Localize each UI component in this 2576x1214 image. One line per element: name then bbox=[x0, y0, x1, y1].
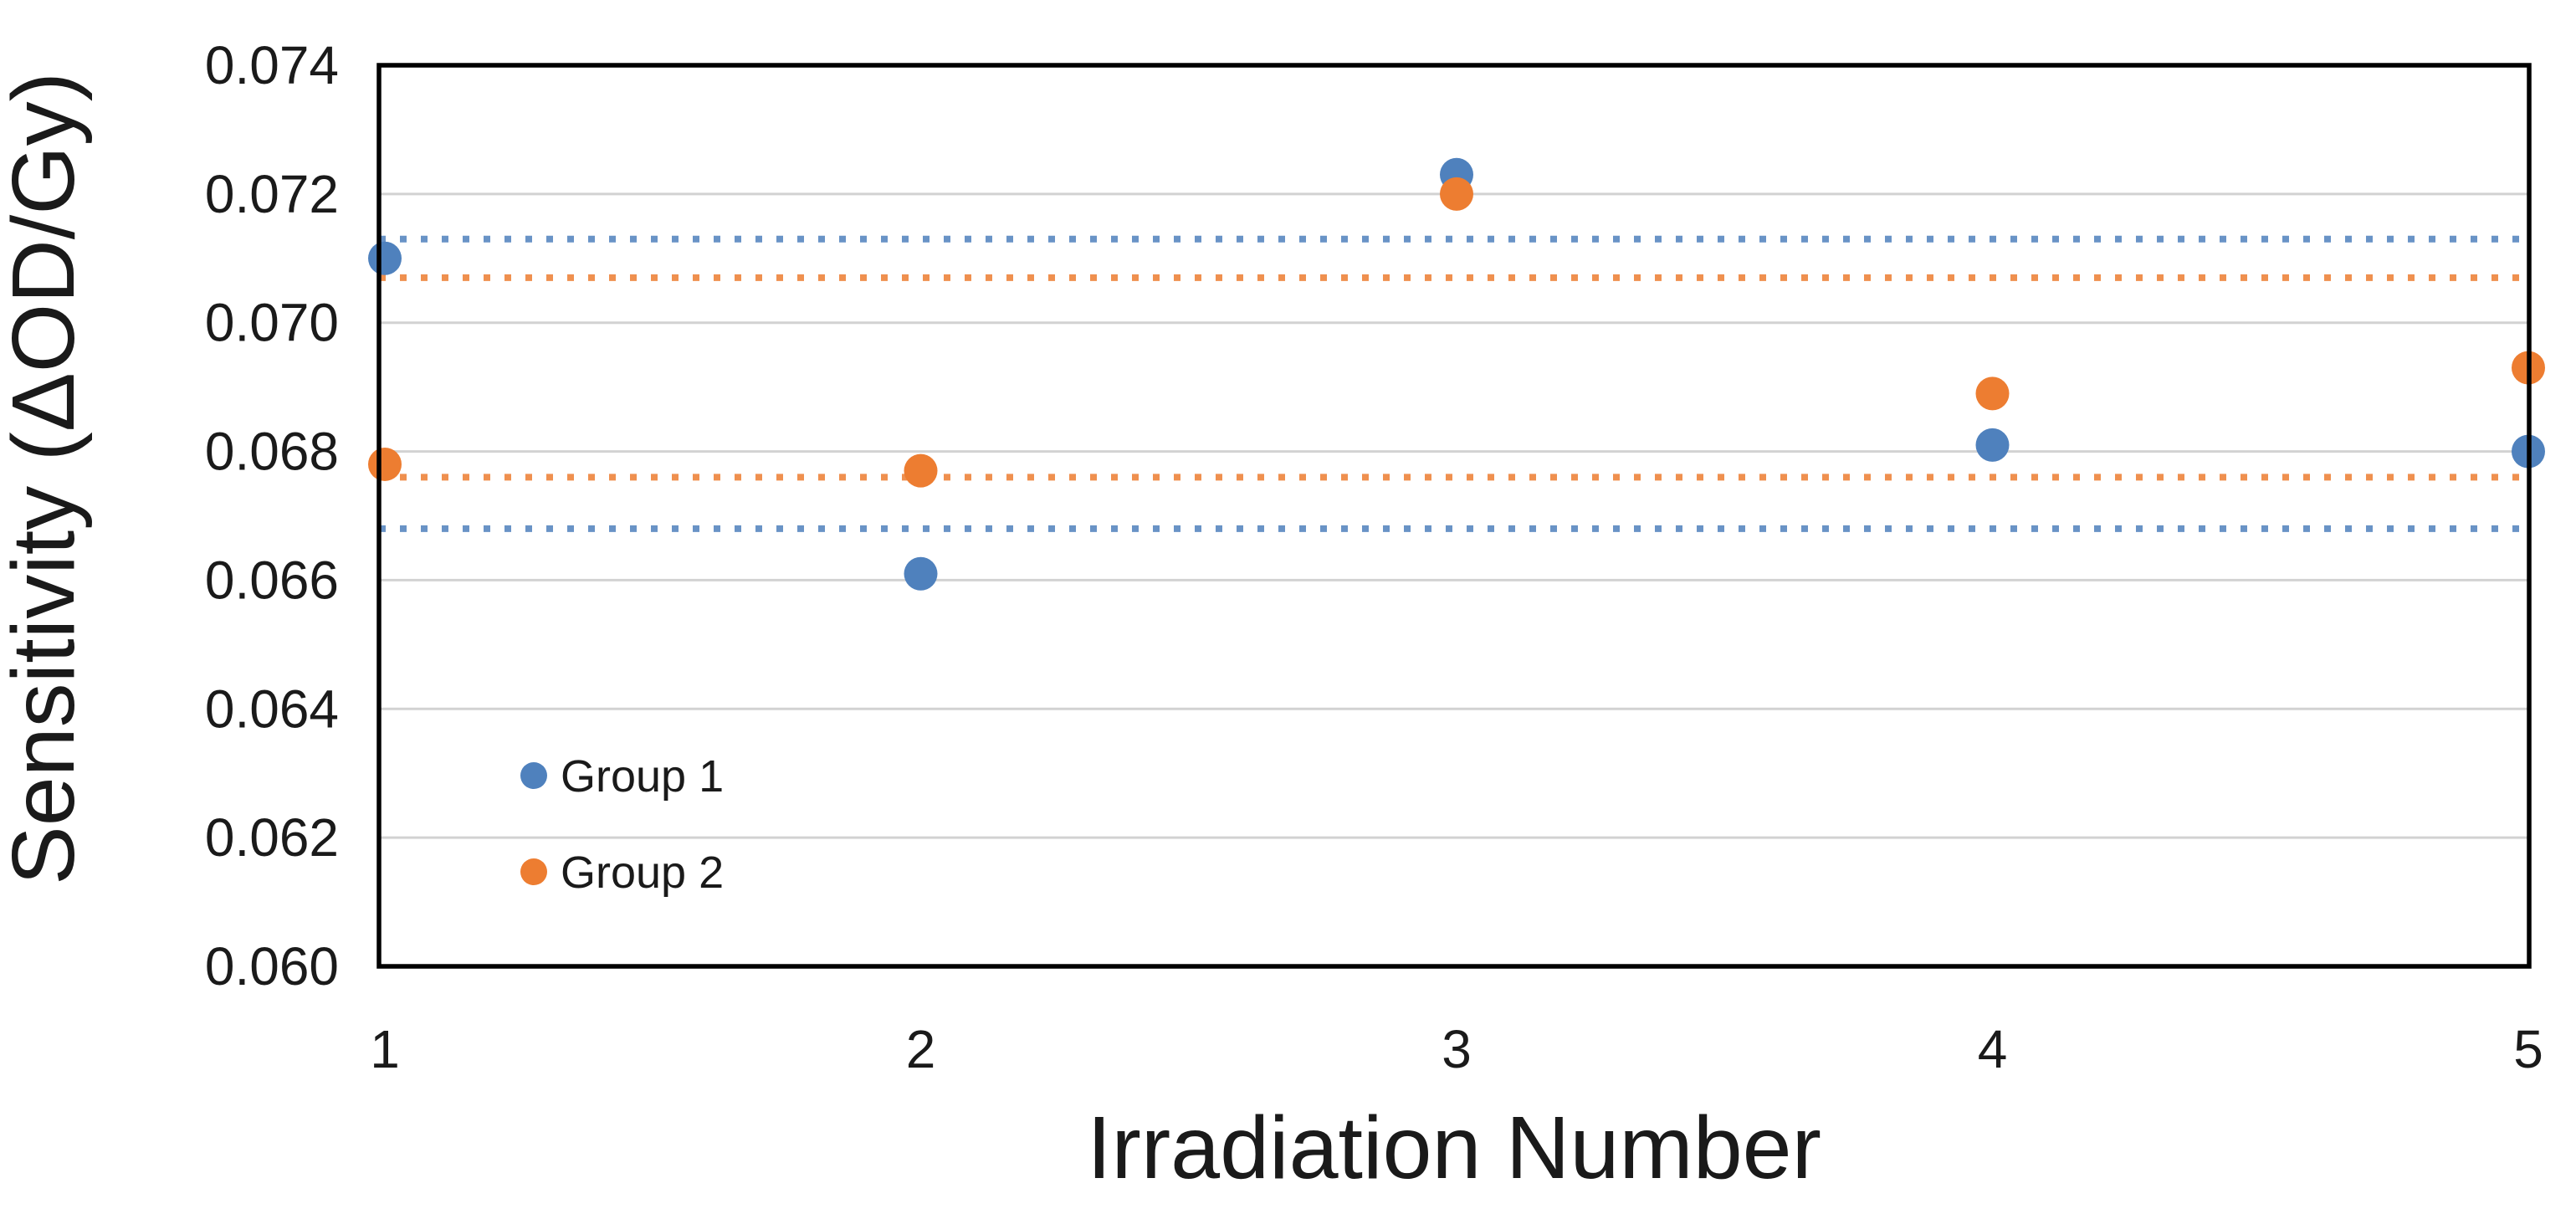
x-tick-label: 5 bbox=[2513, 1019, 2543, 1079]
legend-marker-group-1 bbox=[520, 762, 547, 789]
legend-label-group-2: Group 2 bbox=[561, 848, 724, 898]
data-point-group-1 bbox=[904, 556, 938, 591]
data-point-group-2 bbox=[1975, 376, 2010, 411]
y-tick-label: 0.070 bbox=[205, 293, 339, 353]
x-tick-label: 1 bbox=[370, 1019, 400, 1079]
data-point-group-2 bbox=[1440, 177, 1473, 211]
gridlines-layer bbox=[379, 64, 2529, 968]
x-tick-label: 4 bbox=[1978, 1019, 2008, 1079]
y-tick-label: 0.060 bbox=[205, 936, 339, 996]
x-axis-tick-labels: 1 2 3 4 5 bbox=[370, 1019, 2543, 1079]
data-point-group-1 bbox=[368, 241, 402, 275]
y-tick-label: 0.062 bbox=[205, 807, 339, 868]
reference-lines-layer bbox=[379, 235, 2529, 532]
legend: Group 1 Group 2 bbox=[520, 751, 724, 898]
data-point-group-1 bbox=[1975, 428, 2010, 462]
x-tick-label: 3 bbox=[1442, 1019, 1472, 1079]
y-tick-label: 0.074 bbox=[205, 35, 339, 95]
data-point-group-2 bbox=[904, 453, 938, 488]
x-axis-title: Irradiation Number bbox=[1087, 1099, 1821, 1197]
x-tick-label: 2 bbox=[906, 1019, 936, 1079]
y-axis-title: Sensitivity (ΔOD/Gy) bbox=[0, 72, 93, 885]
y-axis-tick-labels: 0.060 0.062 0.064 0.066 0.068 0.070 0.072 0.074 bbox=[205, 35, 339, 996]
y-tick-label: 0.066 bbox=[205, 550, 339, 610]
y-tick-label: 0.072 bbox=[205, 164, 339, 224]
legend-marker-group-2 bbox=[520, 858, 547, 885]
legend-label-group-1: Group 1 bbox=[561, 751, 724, 802]
y-tick-label: 0.068 bbox=[205, 422, 339, 482]
data-point-group-2 bbox=[368, 447, 402, 481]
plot-border bbox=[376, 63, 2532, 969]
y-tick-label: 0.064 bbox=[205, 679, 339, 739]
